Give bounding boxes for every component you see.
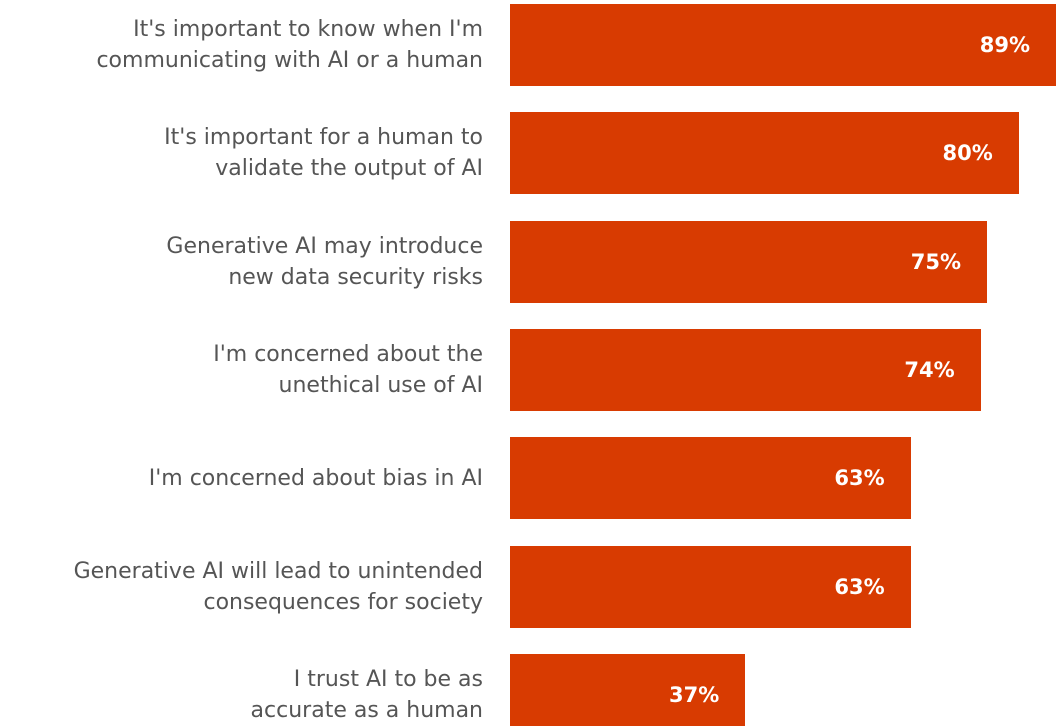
category-label: Generative AI will lead to unintended co… xyxy=(73,558,483,615)
bar xyxy=(510,4,1056,86)
category-label: It's important for a human to validate t… xyxy=(164,125,483,182)
value-label: 63% xyxy=(834,574,885,599)
bar xyxy=(510,653,746,726)
category-label: Generative AI may introduce new data sec… xyxy=(166,233,483,290)
bar xyxy=(510,437,911,520)
category-label: I'm concerned about the unethical use of… xyxy=(213,341,483,398)
category-label: I trust AI to be as accurate as a human xyxy=(250,666,483,723)
bar xyxy=(510,328,981,411)
value-label: 74% xyxy=(904,357,955,382)
category-label: I'm concerned about bias in AI xyxy=(148,465,483,491)
bar xyxy=(510,220,987,303)
value-label: 63% xyxy=(834,466,885,491)
value-label: 75% xyxy=(910,249,961,274)
category-label: It's important to know when I'm communic… xyxy=(96,17,483,73)
value-label: 80% xyxy=(942,141,993,166)
value-label: 89% xyxy=(979,33,1030,57)
bar xyxy=(510,545,911,628)
value-label: 37% xyxy=(669,682,720,707)
bar xyxy=(510,112,1019,195)
